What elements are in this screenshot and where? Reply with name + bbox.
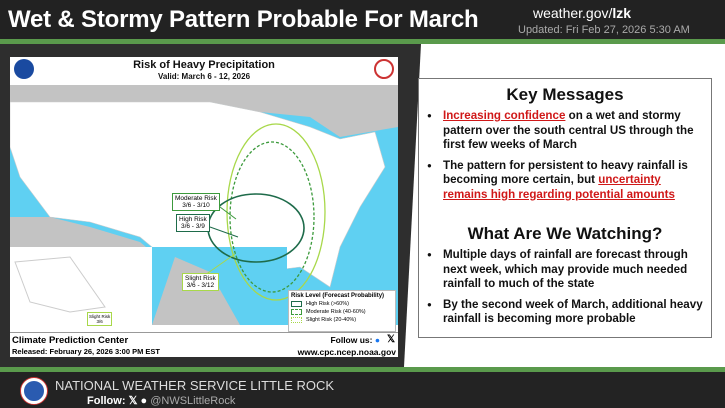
moderate-risk-label: Moderate Risk 3/6 - 3/10 [172, 193, 220, 211]
legend-title: Risk Level (Forecast Probability) [291, 293, 385, 299]
highlight-text: Increasing confidence [443, 109, 566, 122]
office-name: NATIONAL WEATHER SERVICE LITTLE ROCK [55, 378, 335, 393]
map-follow: Follow us: ● [330, 335, 380, 345]
cpc-name: Climate Prediction Center [12, 335, 129, 346]
legend-swatch [291, 309, 302, 315]
social-handle[interactable]: @NWSLittleRock [150, 395, 236, 407]
legend-label: High Risk (>60%) [306, 301, 349, 307]
message-text: on a wet and stormy pattern over the sou… [443, 109, 694, 151]
map-title: Risk of Heavy Precipitation [133, 59, 275, 71]
label-name: Slight Risk [89, 314, 111, 319]
watching-item: Multiple days of rainfall are forecast t… [427, 248, 703, 292]
label-dates: 3/6 - 3/12 [186, 282, 215, 289]
key-message: The pattern for persistent to heavy rain… [427, 159, 703, 203]
nws-logo [374, 59, 394, 79]
updated-timestamp: Updated: Fri Feb 27, 2026 5:30 AM [518, 24, 690, 36]
release-date: Released: February 26, 2026 3:00 PM EST [12, 347, 160, 356]
site-prefix: weather.gov/ [533, 5, 613, 21]
key-messages-box: Key Messages Increasing confidence on a … [418, 78, 712, 338]
highlight-text: uncertainty remains high regarding poten… [443, 173, 675, 201]
message-text: The pattern for persistent to heavy rain… [443, 158, 688, 187]
x-icon[interactable]: 𝕏 [128, 395, 138, 407]
map-legend: Risk Level (Forecast Probability) High R… [288, 290, 396, 332]
divider [0, 367, 725, 372]
legend-item: Slight Risk (20-40%) [291, 317, 393, 323]
website-link[interactable]: weather.gov/lzk [533, 5, 631, 21]
divider [0, 39, 725, 44]
legend-label: Moderate Risk (40-60%) [306, 309, 366, 315]
label-dates: 3/6 [96, 319, 103, 324]
noaa-logo [14, 59, 34, 79]
follow-label: Follow: [87, 395, 126, 407]
label-name: High Risk [179, 216, 207, 223]
watching-title: What Are We Watching? [467, 224, 663, 243]
nws-logo [21, 378, 47, 404]
legend-label: Slight Risk (20-40%) [306, 317, 357, 323]
legend-item: Moderate Risk (40-60%) [291, 309, 393, 315]
footer-follow: Follow: 𝕏 ● @NWSLittleRock [87, 394, 235, 407]
follow-label: Follow us: [330, 335, 373, 345]
facebook-icon[interactable]: ● [140, 395, 148, 407]
x-icon[interactable]: 𝕏 [386, 334, 395, 345]
precipitation-risk-map: Risk of Heavy Precipitation Valid: March… [10, 57, 398, 357]
site-office: lzk [612, 5, 632, 21]
watching-item: By the second week of March, additional … [427, 298, 703, 327]
slight-risk-label: Slight Risk 3/6 - 3/12 [182, 273, 219, 291]
map-footer: Climate Prediction Center Released: Febr… [10, 332, 398, 357]
key-messages-title: Key Messages [506, 85, 624, 104]
header: Wet & Stormy Pattern Probable For March … [0, 0, 725, 40]
key-message: Increasing confidence on a wet and storm… [427, 109, 703, 153]
footer: NATIONAL WEATHER SERVICE LITTLE ROCK Fol… [0, 372, 725, 408]
cpc-url[interactable]: www.cpc.ncep.noaa.gov [297, 347, 396, 357]
label-name: Moderate Risk [175, 195, 217, 202]
high-risk-label: High Risk 3/6 - 3/9 [176, 214, 210, 232]
legend-swatch [291, 317, 302, 323]
label-dates: 3/6 - 3/9 [180, 223, 205, 230]
map-valid-dates: Valid: March 6 - 12, 2026 [157, 72, 251, 81]
label-name: Slight Risk [185, 275, 216, 282]
legend-item: High Risk (>60%) [291, 301, 393, 307]
facebook-icon[interactable]: ● [374, 335, 380, 345]
page-title: Wet & Stormy Pattern Probable For March [8, 6, 479, 33]
alaska-slight-risk-label: Slight Risk 3/6 [87, 312, 113, 326]
label-dates: 3/6 - 3/10 [182, 202, 210, 209]
legend-swatch [291, 301, 302, 307]
